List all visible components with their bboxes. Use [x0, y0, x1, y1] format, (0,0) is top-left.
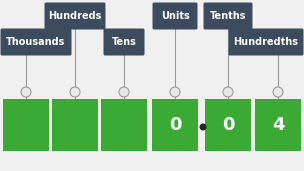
FancyBboxPatch shape	[153, 3, 198, 30]
FancyBboxPatch shape	[44, 3, 105, 30]
Text: Hundreds: Hundreds	[48, 11, 102, 21]
FancyBboxPatch shape	[52, 99, 98, 151]
FancyBboxPatch shape	[152, 99, 198, 151]
Text: Units: Units	[161, 11, 189, 21]
Text: Tens: Tens	[112, 37, 136, 47]
Text: Tenths: Tenths	[210, 11, 246, 21]
FancyBboxPatch shape	[255, 99, 301, 151]
FancyBboxPatch shape	[205, 99, 251, 151]
FancyBboxPatch shape	[3, 99, 49, 151]
FancyBboxPatch shape	[1, 29, 71, 56]
Circle shape	[223, 87, 233, 97]
FancyBboxPatch shape	[101, 99, 147, 151]
Text: 4: 4	[272, 116, 284, 134]
Circle shape	[21, 87, 31, 97]
Circle shape	[273, 87, 283, 97]
Text: 0: 0	[169, 116, 181, 134]
FancyBboxPatch shape	[103, 29, 144, 56]
FancyBboxPatch shape	[229, 29, 303, 56]
FancyBboxPatch shape	[203, 3, 253, 30]
Circle shape	[170, 87, 180, 97]
Circle shape	[70, 87, 80, 97]
Text: Thousands: Thousands	[6, 37, 66, 47]
Circle shape	[119, 87, 129, 97]
Text: Hundredths: Hundredths	[233, 37, 299, 47]
Text: 0: 0	[222, 116, 234, 134]
Circle shape	[199, 123, 206, 130]
